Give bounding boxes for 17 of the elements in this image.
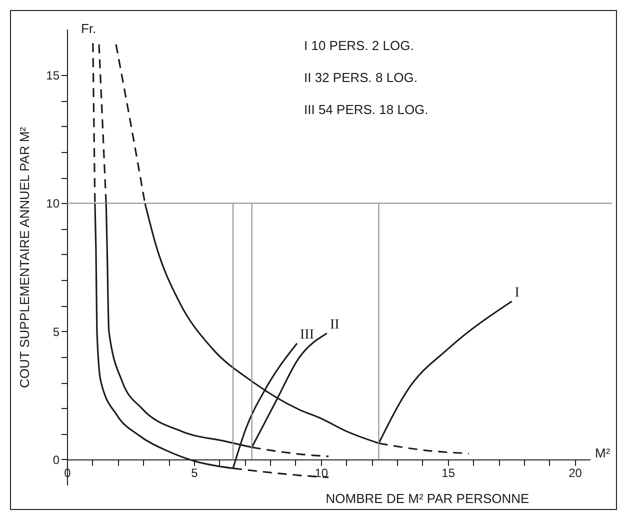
annotation: II: [330, 317, 340, 332]
x-tick-label: 5: [191, 466, 198, 480]
annotation: II 32 PERS. 8 LOG.: [304, 70, 418, 85]
y-axis-title: COUT SUPPLEMENTAIRE ANNUEL PAR M²: [17, 126, 32, 388]
x-axis-title: NOMBRE DE M² PAR PERSONNE: [326, 490, 530, 506]
y-tick-label: 15: [46, 68, 60, 83]
annotation: I 10 PERS. 2 LOG.: [304, 38, 414, 53]
annotation: Fr.: [81, 21, 96, 36]
y-tick-label: 0: [52, 452, 60, 467]
x-tick-label: 20: [568, 466, 582, 480]
y-tick-label: 5: [52, 324, 60, 339]
x-tick-label: 15: [442, 466, 456, 480]
y-tick-label: 10: [46, 196, 60, 211]
annotation: III: [300, 327, 314, 342]
annotation: I: [514, 285, 520, 300]
text: M²: [595, 445, 611, 460]
annotation: III 54 PERS. 18 LOG.: [304, 102, 428, 117]
